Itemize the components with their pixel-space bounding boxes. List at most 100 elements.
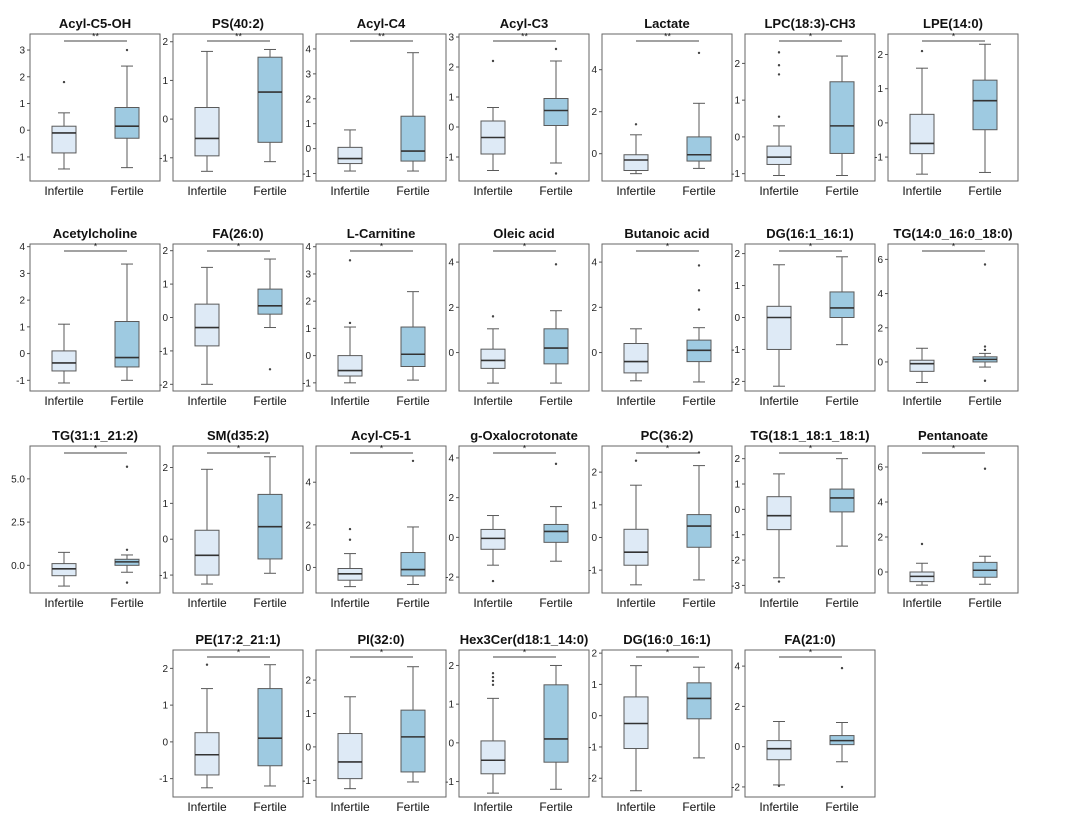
y-tick-label: 5.0 [11,474,25,485]
iqr-box [480,528,506,550]
y-tick-label: 2 [19,296,25,307]
y-tick-label: 0 [448,348,454,359]
x-category-label: Infertile [473,184,513,198]
panel-title: Hex3Cer(d18:1_14:0) [460,632,589,647]
x-category-label: Fertile [253,394,287,408]
y-tick-label: -1 [588,742,597,753]
boxplot-panel: TG(31:1_21:2) 0.0 2.5 5.0 * Infertile Fertile [11,428,161,610]
boxplot-panel: Acyl-C5-OH -1 0 1 2 3 ** Infertile Fertile [16,16,161,198]
outlier-point [920,49,924,53]
y-tick-label: 0 [305,563,311,574]
x-category-label: Infertile [473,394,513,408]
iqr-box [543,328,569,365]
y-tick-label: 4 [877,498,883,509]
outlier-point [125,48,129,52]
panel-title: LPE(14:0) [923,16,983,31]
significance-marker: * [523,444,527,454]
y-tick-label: -1 [874,153,883,164]
y-tick-label: 2 [305,520,311,531]
y-tick-label: 1 [877,84,883,95]
x-category-label: Fertile [539,596,573,610]
outlier-point [554,172,558,175]
x-category-label: Infertile [616,394,656,408]
panel-title: L-Carnitine [347,226,416,241]
y-tick-label: 1 [448,700,454,711]
iqr-box [337,733,363,780]
y-tick-label: 1 [19,322,25,333]
panel-title: TG(14:0_16:0_18:0) [893,226,1012,241]
y-tick-label: -1 [731,530,740,541]
y-tick-label: 2 [734,249,740,260]
y-tick-label: -2 [588,774,597,785]
iqr-box [543,684,569,763]
y-tick-label: 0 [591,533,597,544]
y-tick-label: -2 [731,377,740,388]
outlier-point [491,679,495,683]
y-tick-label: 0 [305,144,311,155]
iqr-box [623,528,649,566]
x-category-label: Fertile [396,596,430,610]
y-tick-label: -1 [445,153,454,164]
iqr-box [194,529,220,576]
y-tick-label: 2 [162,37,168,48]
boxplot-panel: Hex3Cer(d18:1_14:0) -1 0 1 2 * Infertile Fertil… [445,632,590,814]
panel-title: Acyl-C5-OH [59,16,131,31]
x-category-label: Fertile [396,184,430,198]
x-category-label: Fertile [682,394,716,408]
outlier-point [491,672,495,675]
y-tick-label: 2 [877,323,883,334]
iqr-box [257,56,283,143]
outlier-point [491,683,495,687]
panel-title: PC(36:2) [641,428,694,443]
outlier-point [697,264,701,267]
outlier-point [554,462,558,466]
outlier-point [125,581,129,584]
plot-frame [172,445,304,594]
x-category-label: Fertile [253,800,287,814]
outlier-point [554,263,558,266]
x-category-label: Fertile [682,800,716,814]
boxplot-panel: SM(d35:2) -1 0 1 2 * Infertile Fertile [159,428,304,610]
x-category-label: Fertile [110,394,144,408]
outlier-point [777,580,781,583]
outlier-point [125,465,129,468]
y-tick-label: 0 [734,313,740,324]
y-tick-label: -2 [731,556,740,567]
y-tick-label: 0 [448,533,454,544]
y-tick-label: 4 [305,44,311,55]
iqr-box [829,488,855,513]
plot-frame [744,33,876,182]
panel-title: Lactate [644,16,690,31]
iqr-box [909,113,935,155]
panel-title: TG(18:1_18:1_18:1) [750,428,869,443]
plot-frame [601,649,733,798]
boxplot-panel: PE(17:2_21:1) -1 0 1 2 * Infertile Fertile [159,632,304,814]
iqr-box [51,350,77,372]
x-category-label: Infertile [330,184,370,198]
significance-marker: * [666,444,670,454]
y-tick-label: 2 [877,50,883,61]
boxplot-panel: DG(16:0_16:1) -2 -1 0 1 2 * Infertile Fertile [588,632,733,814]
y-tick-label: 6 [877,255,883,266]
outlier-point [348,321,352,325]
y-tick-label: 1 [734,281,740,292]
plot-frame [744,649,876,798]
plot-frame [29,445,161,594]
iqr-box [972,79,998,131]
panel-title: DG(16:0_16:1) [623,632,710,647]
x-category-label: Infertile [902,394,942,408]
x-category-label: Infertile [616,184,656,198]
y-tick-label: 0 [591,711,597,722]
y-tick-label: 1 [448,93,454,104]
x-category-label: Infertile [187,800,227,814]
x-category-label: Infertile [330,394,370,408]
plot-frame [315,445,447,594]
y-tick-label: 1 [162,499,168,510]
plot-frame [744,445,876,594]
boxplot-panel: FA(21:0) -2 0 2 4 * Infertile Fertile [731,632,876,814]
x-category-label: Fertile [968,596,1002,610]
x-category-label: Fertile [968,184,1002,198]
y-tick-label: 1 [162,76,168,87]
iqr-box [766,305,792,350]
outlier-point [840,666,844,670]
